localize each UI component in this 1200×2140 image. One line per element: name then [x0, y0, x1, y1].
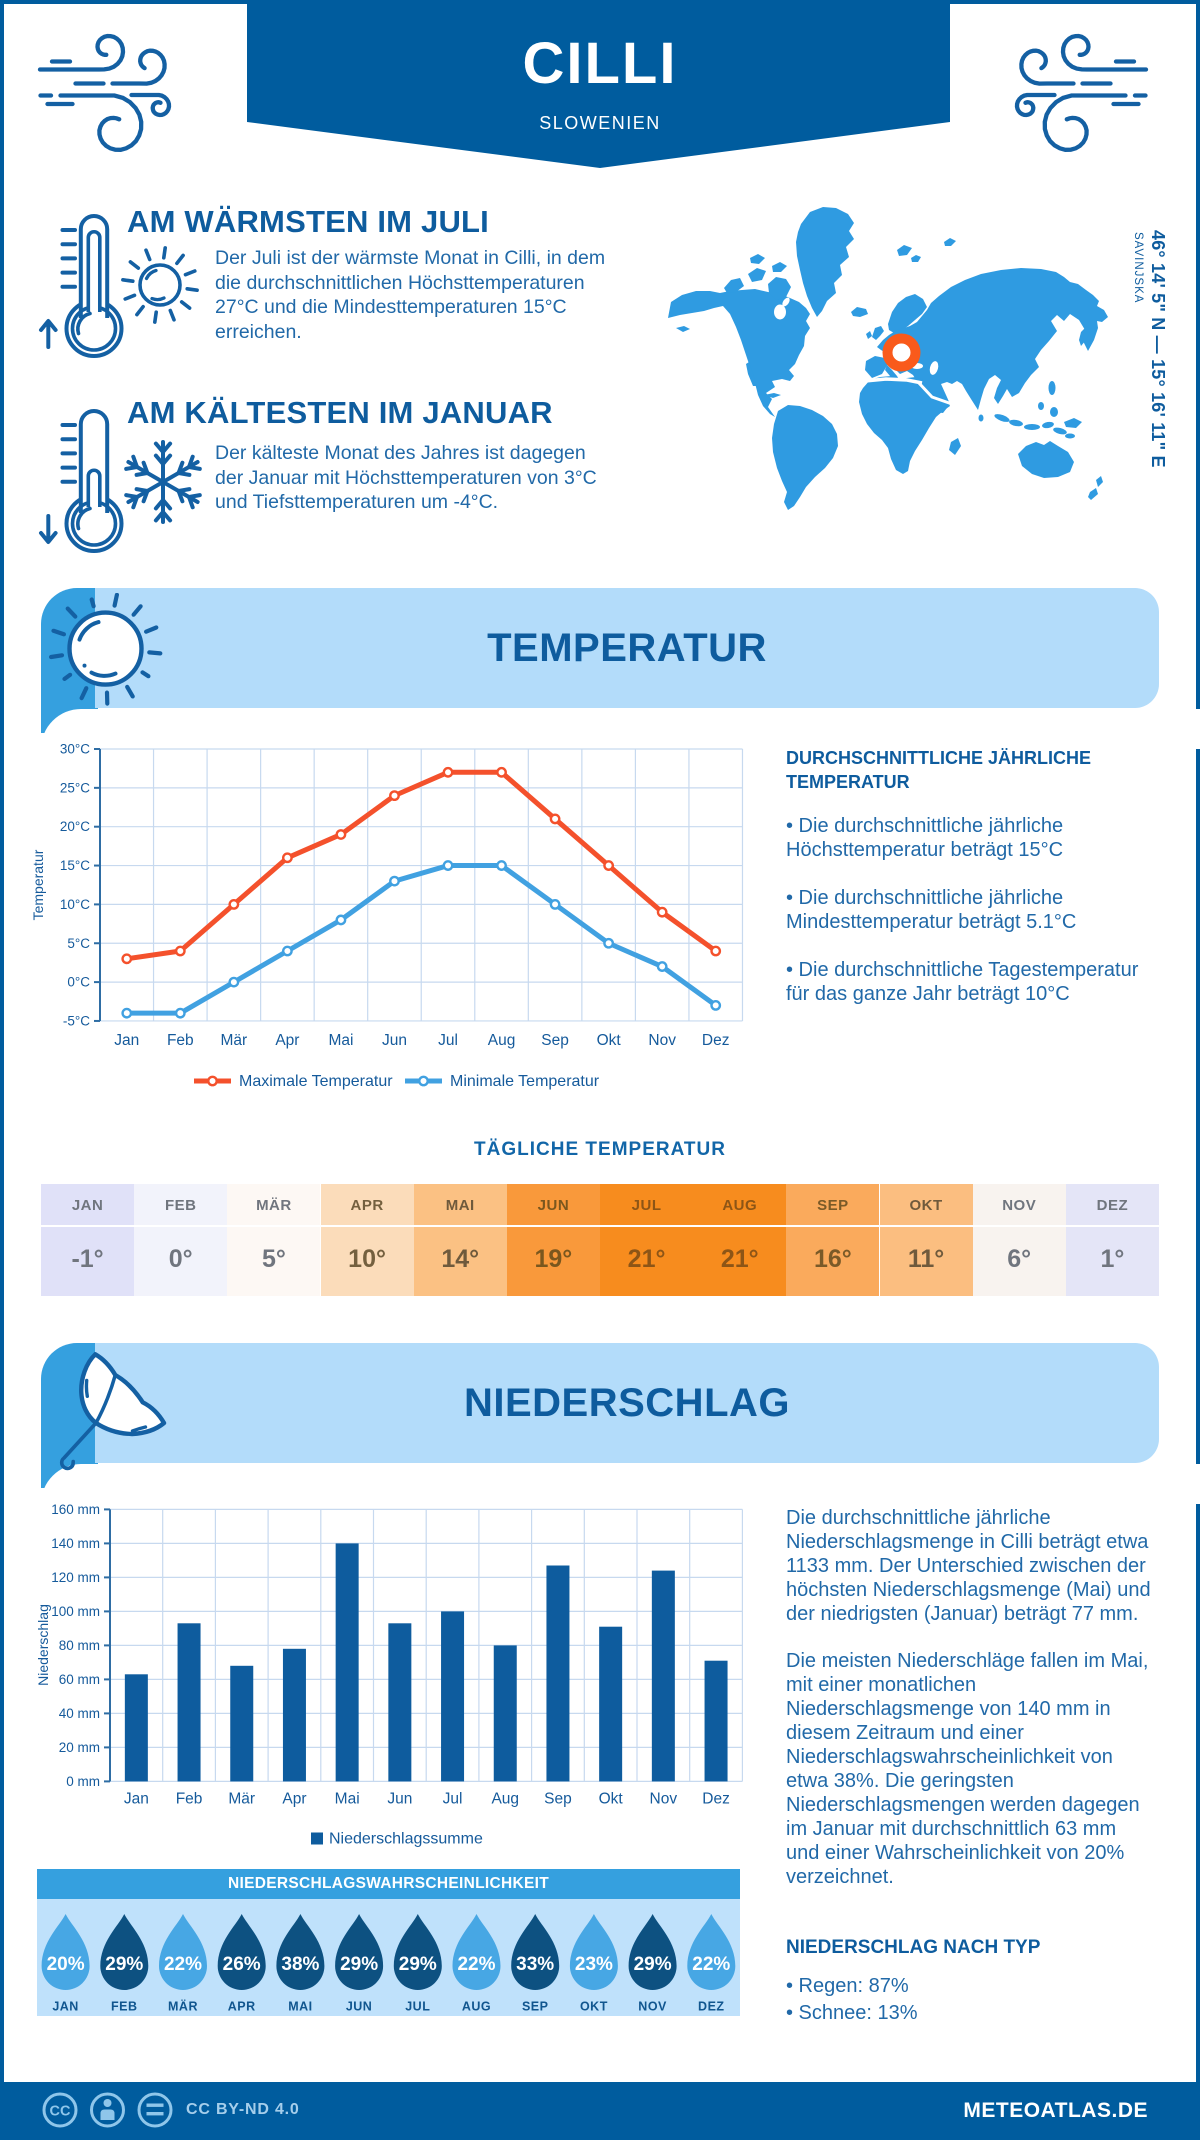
- svg-text:Feb: Feb: [176, 1790, 203, 1807]
- svg-text:100 mm: 100 mm: [51, 1604, 100, 1619]
- svg-text:SEP: SEP: [522, 2000, 549, 2014]
- svg-text:Maximale Temperatur: Maximale Temperatur: [239, 1073, 393, 1090]
- svg-text:22%: 22%: [692, 1954, 730, 1975]
- svg-text:Okt: Okt: [597, 1032, 622, 1049]
- svg-text:APR: APR: [228, 2000, 256, 2014]
- svg-text:23%: 23%: [575, 1954, 613, 1975]
- svg-text:JAN: JAN: [52, 2000, 79, 2014]
- svg-text:Jul: Jul: [438, 1032, 458, 1049]
- svg-text:Dez: Dez: [702, 1032, 730, 1049]
- svg-text:120 mm: 120 mm: [51, 1570, 100, 1585]
- svg-text:JUL: JUL: [405, 2000, 430, 2014]
- svg-text:Jun: Jun: [387, 1790, 412, 1807]
- svg-text:160 mm: 160 mm: [51, 1502, 100, 1517]
- svg-text:29%: 29%: [340, 1954, 378, 1975]
- svg-text:CC: CC: [50, 2104, 71, 2120]
- svg-text:140 mm: 140 mm: [51, 1536, 100, 1551]
- svg-text:20%: 20%: [47, 1954, 85, 1975]
- svg-text:Minimale Temperatur: Minimale Temperatur: [450, 1073, 600, 1090]
- svg-text:60 mm: 60 mm: [59, 1672, 100, 1687]
- svg-text:Niederschlag: Niederschlag: [35, 1604, 51, 1686]
- svg-text:Dez: Dez: [702, 1790, 730, 1807]
- svg-text:MAI: MAI: [288, 2000, 312, 2014]
- svg-text:30°C: 30°C: [60, 742, 90, 757]
- svg-text:Jun: Jun: [382, 1032, 407, 1049]
- svg-text:Sep: Sep: [541, 1032, 569, 1049]
- svg-text:0 mm: 0 mm: [66, 1774, 100, 1789]
- svg-text:10°C: 10°C: [60, 897, 90, 912]
- svg-text:Sep: Sep: [544, 1790, 572, 1807]
- svg-text:22%: 22%: [457, 1954, 495, 1975]
- svg-text:0°C: 0°C: [67, 975, 90, 990]
- svg-text:Apr: Apr: [275, 1032, 299, 1049]
- svg-text:Mai: Mai: [328, 1032, 353, 1049]
- svg-text:29%: 29%: [399, 1954, 437, 1975]
- svg-text:38%: 38%: [281, 1954, 319, 1975]
- svg-text:Jan: Jan: [124, 1790, 149, 1807]
- svg-text:Aug: Aug: [491, 1790, 519, 1807]
- svg-text:Nov: Nov: [648, 1032, 676, 1049]
- svg-text:JUN: JUN: [346, 2000, 373, 2014]
- svg-text:DEZ: DEZ: [698, 2000, 725, 2014]
- svg-text:Jul: Jul: [443, 1790, 463, 1807]
- svg-text:OKT: OKT: [580, 2000, 608, 2014]
- svg-text:Niederschlagssumme: Niederschlagssumme: [329, 1831, 483, 1848]
- svg-text:26%: 26%: [223, 1954, 261, 1975]
- svg-text:5°C: 5°C: [67, 936, 90, 951]
- svg-text:Aug: Aug: [488, 1032, 516, 1049]
- svg-text:20°C: 20°C: [60, 819, 90, 834]
- svg-text:15°C: 15°C: [60, 858, 90, 873]
- svg-text:Temperatur: Temperatur: [30, 849, 46, 920]
- svg-text:29%: 29%: [634, 1954, 672, 1975]
- svg-text:NOV: NOV: [638, 2000, 667, 2014]
- svg-text:Mai: Mai: [335, 1790, 360, 1807]
- svg-text:22%: 22%: [164, 1954, 202, 1975]
- svg-text:Apr: Apr: [282, 1790, 306, 1807]
- svg-text:Mär: Mär: [220, 1032, 247, 1049]
- svg-text:Okt: Okt: [599, 1790, 624, 1807]
- svg-text:40 mm: 40 mm: [59, 1706, 100, 1721]
- svg-text:Nov: Nov: [650, 1790, 678, 1807]
- svg-text:AUG: AUG: [462, 2000, 491, 2014]
- svg-text:25°C: 25°C: [60, 780, 90, 795]
- svg-text:80 mm: 80 mm: [59, 1638, 100, 1653]
- svg-text:FEB: FEB: [111, 2000, 138, 2014]
- svg-text:33%: 33%: [516, 1954, 554, 1975]
- svg-text:20 mm: 20 mm: [59, 1740, 100, 1755]
- svg-text:Jan: Jan: [114, 1032, 139, 1049]
- svg-text:MÄR: MÄR: [168, 1999, 198, 2014]
- svg-text:Feb: Feb: [167, 1032, 194, 1049]
- svg-text:-5°C: -5°C: [63, 1013, 90, 1028]
- svg-text:Mär: Mär: [228, 1790, 255, 1807]
- svg-text:29%: 29%: [105, 1954, 143, 1975]
